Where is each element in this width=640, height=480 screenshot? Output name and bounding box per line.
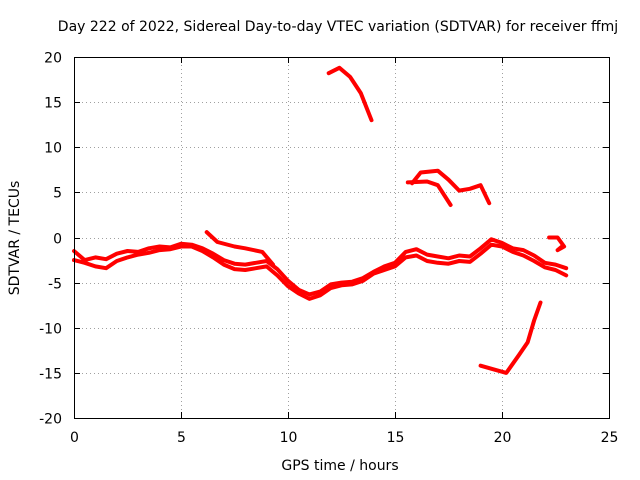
x-tick-label: 25 <box>601 430 619 446</box>
x-tick-label: 5 <box>177 430 186 446</box>
y-tick-label: 5 <box>53 186 62 202</box>
y-tick-label: 0 <box>53 232 62 248</box>
y-tick-label: 20 <box>44 51 62 67</box>
y-tick-label: -5 <box>48 277 62 293</box>
series-line-arc-mid-2 <box>405 179 453 207</box>
x-axis-label: GPS time / hours <box>281 458 398 474</box>
series-line-band-a <box>72 237 569 297</box>
y-tick-label: -10 <box>39 322 62 338</box>
series-line-arc-right <box>547 235 567 253</box>
y-tick-label: 15 <box>44 96 62 112</box>
series-line-arc-mid <box>410 168 492 206</box>
series-line-arc-lower <box>478 300 543 375</box>
x-tick-label: 10 <box>280 430 298 446</box>
series-line-arc-upper <box>326 65 374 123</box>
y-tick-label: -15 <box>39 367 62 383</box>
tick-layer: 0 5 10 15 20 25 -20 -15 -10 -5 0 5 10 15 20 <box>39 51 618 447</box>
x-tick-label: 20 <box>494 430 512 446</box>
x-tick-label: 0 <box>70 430 79 446</box>
series-layer <box>72 65 569 375</box>
grid-layer <box>74 57 609 418</box>
series-line-arc-evening <box>204 230 275 267</box>
y-tick-label: -20 <box>39 412 62 428</box>
y-axis-label: SDTVAR / TECUs <box>7 181 23 296</box>
chart-title: Day 222 of 2022, Sidereal Day-to-day VTE… <box>58 19 618 35</box>
series-line-band-b <box>72 242 569 301</box>
y-tick-label: 10 <box>44 141 62 157</box>
x-tick-label: 15 <box>387 430 405 446</box>
